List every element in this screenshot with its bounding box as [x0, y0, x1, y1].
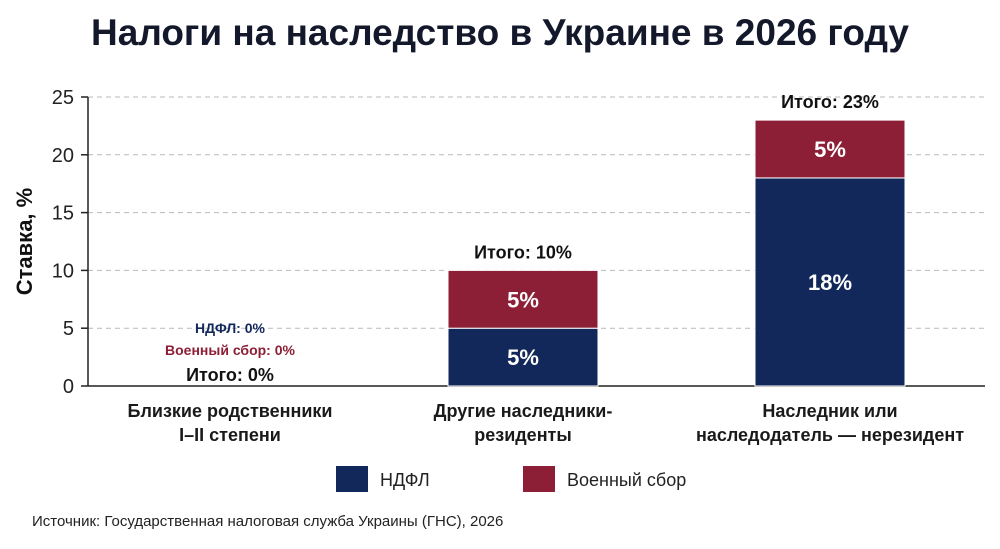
bar-segment — [754, 177, 906, 387]
x-category-label: Другие наследники-резиденты — [434, 401, 613, 445]
legend-swatch — [336, 466, 368, 492]
y-tick-label: 25 — [52, 87, 74, 109]
chart-title: Налоги на наследство в Украине в 2026 го… — [91, 12, 909, 53]
bar-value-label: 5% — [507, 345, 539, 370]
zero-military-label: Военный сбор: 0% — [165, 342, 296, 358]
source-note: Источник: Государственная налоговая служ… — [32, 513, 504, 530]
bar-segment — [447, 269, 599, 329]
bar-value-label: 18% — [808, 270, 852, 295]
x-category-label: Наследник или наследодатель — нерезидент — [696, 401, 964, 445]
y-tick-label: 10 — [52, 260, 74, 282]
total-label: Итого: 23% — [781, 92, 879, 112]
zero-ndfl-label: НДФЛ: 0% — [195, 320, 265, 336]
legend-label: НДФЛ — [380, 470, 430, 490]
bar-value-label: 5% — [814, 137, 846, 162]
y-tick-label: 0 — [63, 376, 74, 398]
bar-value-label: 5% — [507, 287, 539, 312]
x-category-label: Близкие родственники I–II степени — [128, 401, 333, 445]
total-label: Итого: 0% — [186, 365, 274, 385]
legend-label: Военный сбор — [567, 470, 686, 490]
y-tick-label: 20 — [52, 145, 74, 167]
bar-segment — [447, 327, 599, 387]
bar-segment — [754, 119, 906, 179]
total-label: Итого: 10% — [474, 242, 572, 262]
y-tick-label: 5 — [63, 318, 74, 340]
y-axis-title: Ставка, % — [12, 188, 37, 295]
y-tick-label: 15 — [52, 203, 74, 225]
legend-swatch — [523, 466, 555, 492]
